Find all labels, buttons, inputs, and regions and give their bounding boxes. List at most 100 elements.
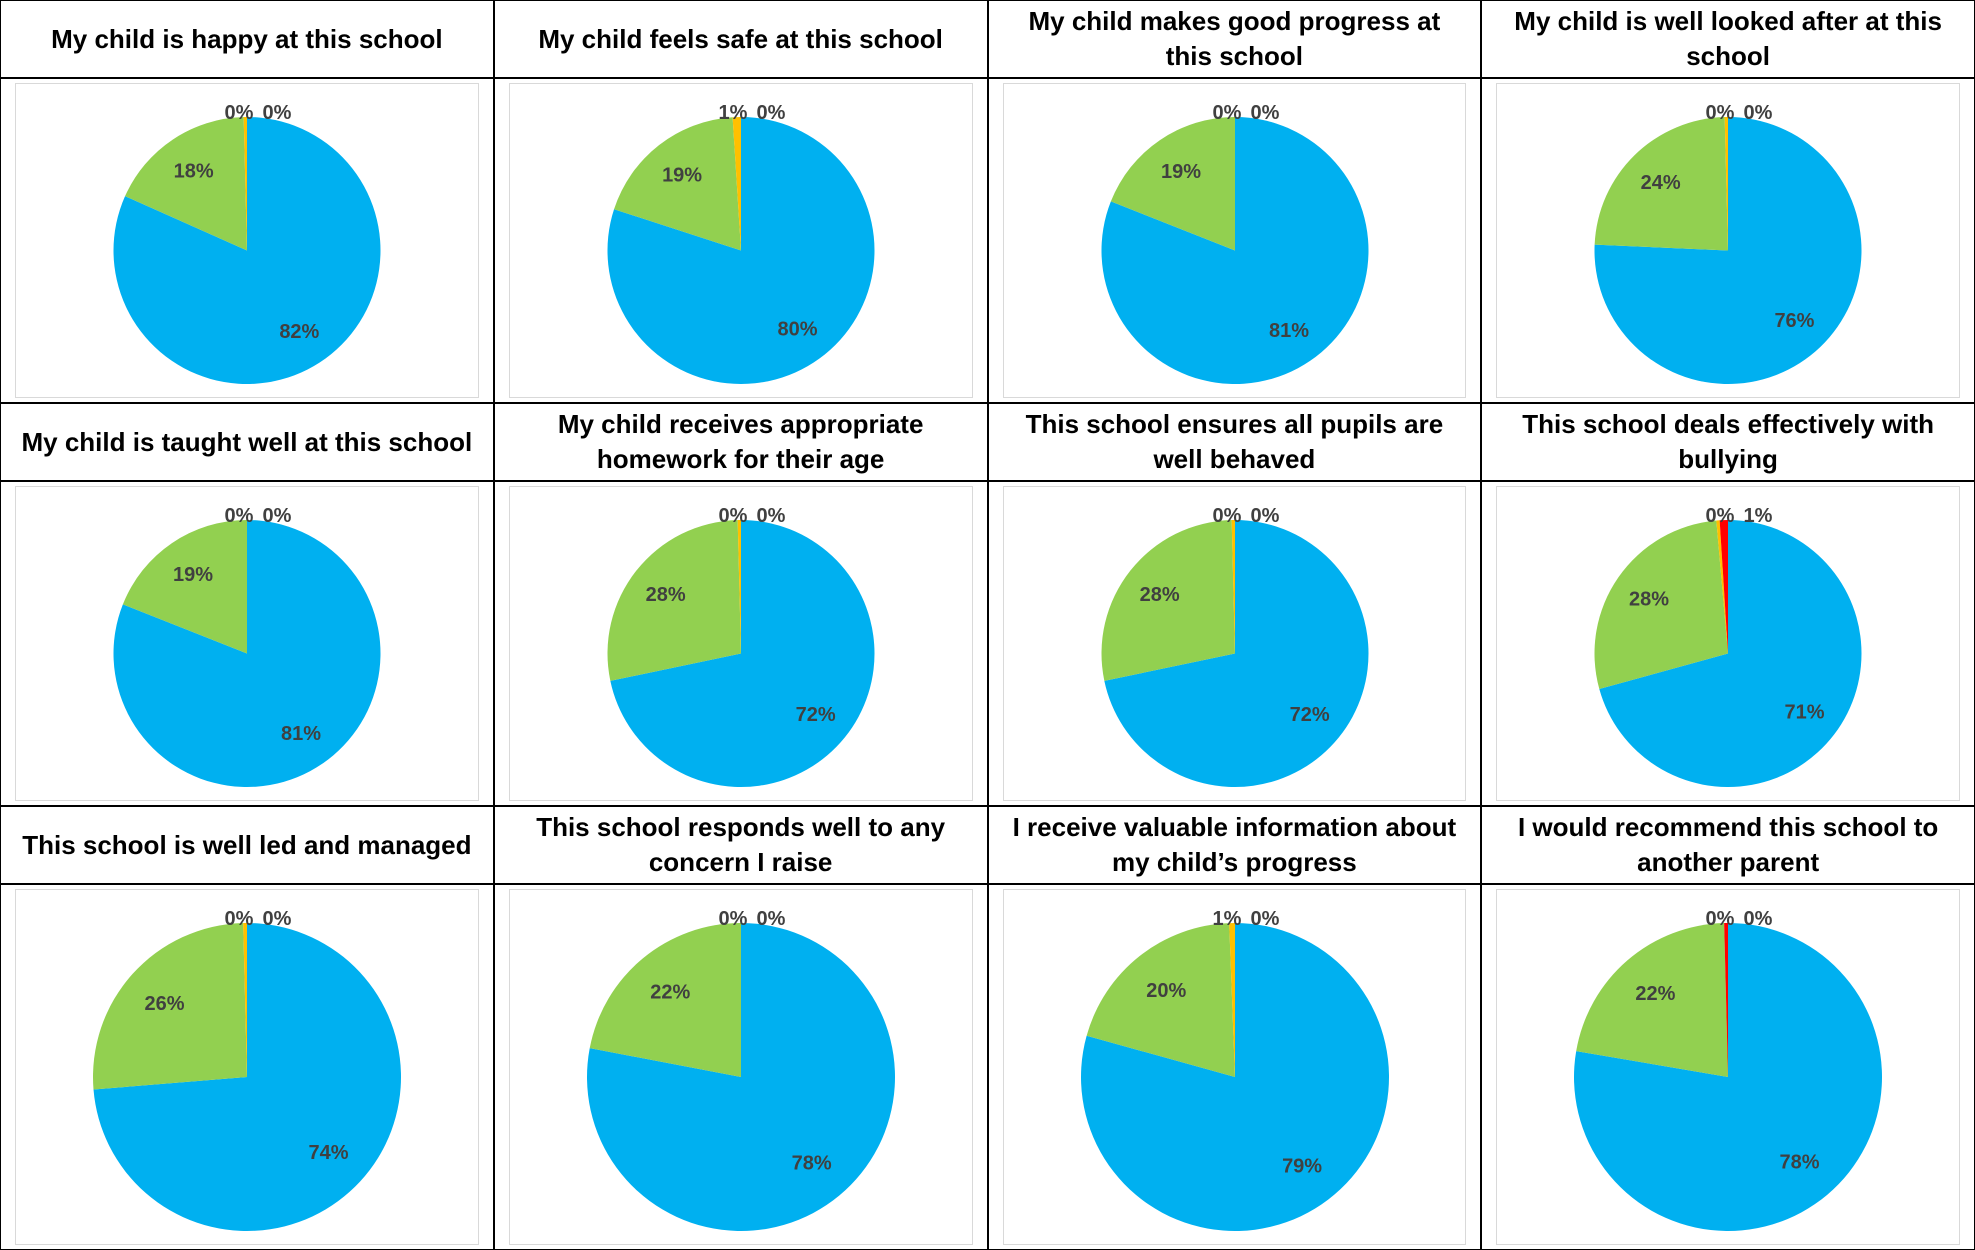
data-label: 1% [1212, 908, 1241, 930]
data-label: 71% [1785, 702, 1825, 724]
chart-title: This school responds well to any concern… [493, 806, 988, 884]
strongly-agree-slice [113, 520, 381, 787]
pie-chart-svg: 78% 22% 0% 0% [586, 908, 895, 1231]
data-label: 80% [777, 318, 817, 340]
disagree-slice [243, 923, 247, 1077]
strongly-agree-slice [1101, 117, 1368, 385]
pie-chart-svg: 80% 19% 1% 0% [607, 102, 875, 384]
data-label: 19% [1160, 161, 1200, 183]
data-label: 0% [756, 908, 785, 930]
pie-chart-cell: 78% 22% 0% 0% [1481, 884, 1975, 1250]
agree-slice [1101, 520, 1235, 681]
data-label: 76% [1775, 310, 1815, 332]
data-label: 78% [1780, 1152, 1820, 1174]
data-label: 0% [1250, 505, 1279, 527]
data-label: 0% [718, 908, 747, 930]
pie-chart-cell: 72% 28% 0% 0% [987, 481, 1482, 806]
pie-chart-cell: 79% 20% 1% 0% [987, 884, 1482, 1250]
data-label: 0% [225, 102, 254, 124]
data-label: 24% [1641, 172, 1681, 194]
data-label: 19% [173, 564, 213, 586]
data-label: 72% [1289, 704, 1329, 726]
pie-chart-cell: 82% 18% 0% 0% [0, 78, 494, 403]
disagree-slice [1231, 520, 1235, 654]
data-label: 0% [263, 102, 292, 124]
data-label: 20% [1146, 980, 1186, 1002]
strongly-agree-slice [113, 117, 381, 384]
pie-chart-svg: 81% 19% 0% 0% [113, 505, 381, 787]
pie-chart-cell: 78% 22% 0% 0% [493, 884, 988, 1250]
data-label: 72% [795, 704, 835, 726]
data-label: 22% [1636, 983, 1676, 1005]
data-label: 0% [1706, 908, 1735, 930]
data-label: 0% [225, 505, 254, 527]
strongly-agree-slice [1103, 520, 1368, 787]
pie-chart-cell: 81% 19% 0% 0% [0, 481, 494, 806]
data-label: 81% [1269, 320, 1309, 342]
pie-chart-cell: 80% 19% 1% 0% [493, 78, 988, 403]
disagree-slice [1716, 520, 1729, 654]
agree-slice [613, 117, 741, 251]
data-label: 28% [1139, 584, 1179, 606]
agree-slice [93, 923, 248, 1090]
data-label: 79% [1282, 1155, 1322, 1177]
strongly-agree-slice [93, 923, 402, 1231]
strongly-disagree-slice [1719, 520, 1729, 654]
data-label: 26% [145, 993, 185, 1015]
data-label: 0% [1706, 102, 1735, 124]
pie-chart-cell: 71% 28% 0% 1% [1481, 481, 1975, 806]
disagree-slice [737, 520, 741, 654]
chart-title: This school is well led and managed [0, 806, 494, 884]
data-label: 74% [309, 1142, 349, 1164]
data-label: 0% [1744, 102, 1773, 124]
pie-chart-svg: 79% 20% 1% 0% [1080, 908, 1389, 1231]
pie-chart-svg: 71% 28% 0% 1% [1594, 505, 1862, 787]
disagree-slice [1724, 117, 1729, 251]
data-label: 81% [281, 723, 321, 745]
data-label: 0% [1744, 908, 1773, 930]
pie-chart-svg: 82% 18% 0% 0% [113, 102, 381, 384]
chart-title: My child is happy at this school [0, 0, 494, 78]
chart-title: My child is taught well at this school [0, 403, 494, 481]
data-label: 0% [1250, 908, 1279, 930]
data-label: 18% [174, 161, 214, 183]
agree-slice [122, 520, 247, 654]
pie-chart-svg: 76% 24% 0% 0% [1594, 102, 1862, 384]
pie-chart-svg: 74% 26% 0% 0% [93, 908, 402, 1231]
agree-slice [589, 923, 741, 1077]
data-label: 78% [791, 1152, 831, 1174]
chart-title: This school ensures all pupils are well … [987, 403, 1482, 481]
data-label: 0% [756, 505, 785, 527]
data-label: 19% [662, 165, 702, 187]
strongly-agree-slice [1599, 520, 1862, 787]
data-label: 0% [1706, 505, 1735, 527]
strongly-disagree-slice [1724, 923, 1729, 1077]
disagree-slice [1228, 923, 1235, 1077]
data-label: 0% [718, 505, 747, 527]
pie-chart-svg: 81% 19% 0% 0% [1101, 102, 1368, 385]
agree-slice [1110, 116, 1235, 251]
strongly-agree-slice [610, 520, 875, 787]
pie-chart-cell: 81% 19% 0% 0% [987, 78, 1482, 403]
data-label: 0% [263, 505, 292, 527]
chart-title: I would recommend this school to another… [1481, 806, 1975, 884]
data-label: 1% [1744, 505, 1773, 527]
data-label: 0% [756, 102, 785, 124]
pie-chart-svg: 72% 28% 0% 0% [1101, 505, 1368, 787]
data-label: 0% [225, 908, 254, 930]
agree-slice [1594, 520, 1729, 689]
data-label: 0% [1212, 102, 1241, 124]
pie-chart-svg: 72% 28% 0% 0% [607, 505, 875, 787]
data-label: 82% [279, 321, 319, 343]
chart-title: My child makes good progress at this sch… [987, 0, 1482, 78]
pie-chart-svg: 78% 22% 0% 0% [1574, 908, 1883, 1231]
data-label: 0% [1212, 505, 1241, 527]
pie-chart-cell: 74% 26% 0% 0% [0, 884, 494, 1250]
agree-slice [1594, 117, 1729, 251]
data-label: 0% [1250, 102, 1279, 124]
data-label: 22% [650, 982, 690, 1004]
chart-title: This school deals effectively with bully… [1481, 403, 1975, 481]
agree-slice [1086, 923, 1235, 1077]
agree-slice [607, 520, 741, 681]
